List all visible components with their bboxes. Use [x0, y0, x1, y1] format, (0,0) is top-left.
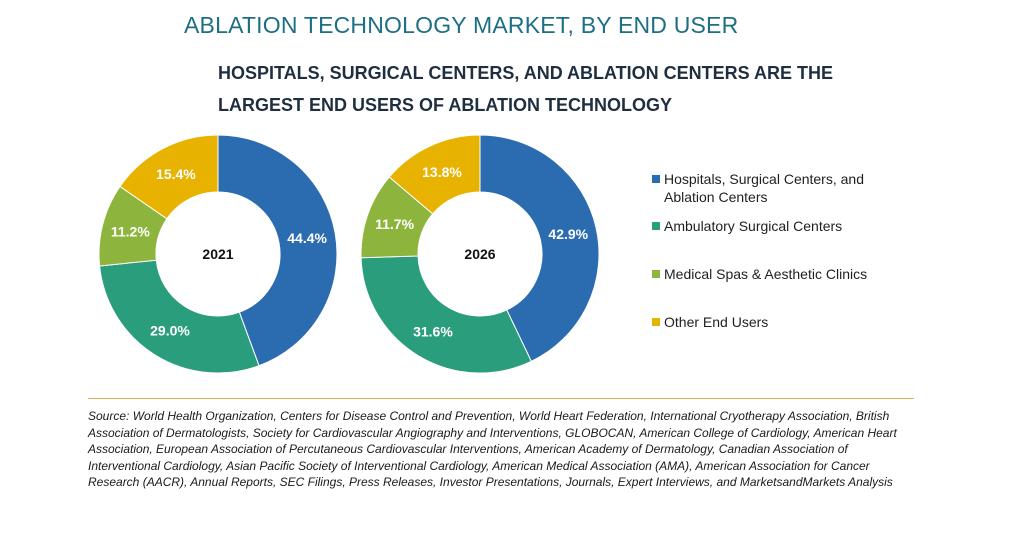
slice-2021-other: [119, 134, 219, 220]
slice-2026-hospitals: [479, 134, 600, 363]
donut-charts: 44.4% 29.0% 11.2% 15.4% 2021 42.9% 31.6% 11.7% 1…: [98, 134, 600, 374]
slice-2021-hospitals: [217, 134, 338, 367]
center-label-2021: 2021: [202, 246, 233, 262]
source-divider: [88, 398, 914, 399]
legend-label-ambulatory: Ambulatory Surgical Centers: [664, 218, 843, 234]
source-note: Source: World Health Organization, Cente…: [88, 409, 897, 489]
legend-swatch-other: [652, 318, 660, 326]
legend-label-hospitals: Hospitals, Surgical Centers, and Ablatio…: [664, 171, 864, 205]
slice-2026-other: [388, 134, 481, 215]
label-2026-ambulatory: 31.6%: [413, 323, 453, 339]
legend-label-other: Other End Users: [664, 314, 769, 330]
label-2021-ambulatory: 29.0%: [150, 323, 190, 339]
chart-title: ABLATION TECHNOLOGY MARKET, BY END USER: [184, 12, 739, 38]
label-2026-other: 13.8%: [422, 164, 462, 180]
label-2021-other: 15.4%: [156, 166, 196, 182]
legend-swatch-hospitals: [652, 175, 660, 183]
label-2021-medical-spas: 11.2%: [111, 223, 150, 239]
label-2026-hospitals: 42.9%: [548, 226, 588, 242]
legend-swatch-medical-spas: [652, 270, 660, 278]
label-2021-hospitals: 44.4%: [287, 230, 327, 246]
chart-subtitle: HOSPITALS, SURGICAL CENTERS, AND ABLATIO…: [218, 63, 834, 115]
center-label-2026: 2026: [464, 246, 495, 262]
slice-2021-ambulatory: [99, 259, 260, 374]
legend-label-medical-spas: Medical Spas & Aesthetic Clinics: [664, 266, 868, 282]
legend-swatch-ambulatory: [652, 222, 660, 230]
slice-2026-ambulatory: [360, 255, 533, 374]
label-2026-medical-spas: 11.7%: [375, 216, 414, 232]
